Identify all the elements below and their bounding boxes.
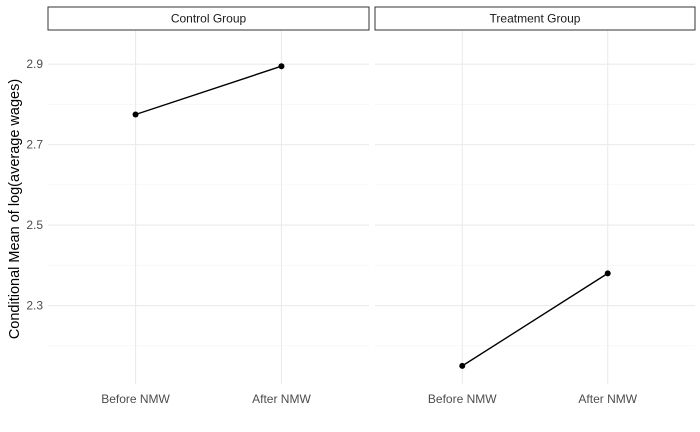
data-point <box>459 362 466 369</box>
data-point <box>604 270 611 277</box>
y-tick-label: 2.3 <box>26 299 43 313</box>
x-tick-label: Before NMW <box>101 392 170 406</box>
y-tick-label: 2.7 <box>26 138 43 152</box>
data-point <box>132 111 139 118</box>
panel-2: Treatment Group Before NMW After NMW <box>374 6 696 406</box>
facet-strip <box>374 6 696 31</box>
x-tick-label: Before NMW <box>428 392 497 406</box>
x-tick-label: After NMW <box>578 392 637 406</box>
facet-strip-label: Treatment Group <box>490 12 581 26</box>
data-point <box>278 63 285 70</box>
y-tick-label: 2.5 <box>26 218 43 232</box>
x-tick-label: After NMW <box>252 392 311 406</box>
series-line <box>461 272 609 367</box>
panel-1: Control Group Before NMW After NMW <box>47 6 370 406</box>
facet-strip <box>47 6 370 31</box>
series-line <box>135 65 282 116</box>
y-tick-label: 2.9 <box>26 57 43 71</box>
y-axis-title: Conditional Mean of log(average wages) <box>7 79 23 339</box>
facet-strip-label: Control Group <box>171 12 247 26</box>
